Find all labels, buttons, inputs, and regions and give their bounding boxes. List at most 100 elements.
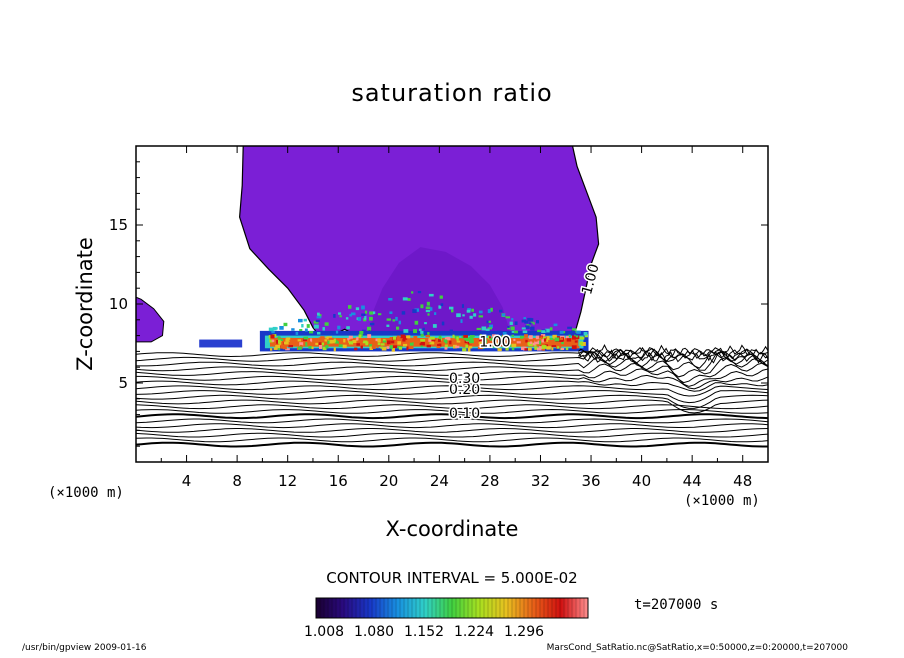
band-speckle bbox=[514, 330, 518, 334]
band-speckle bbox=[359, 331, 364, 335]
band-speckle bbox=[505, 316, 511, 319]
band-speckle bbox=[460, 319, 463, 323]
band-speckle bbox=[572, 328, 577, 331]
band-speckle bbox=[289, 337, 293, 341]
band-speckle bbox=[542, 336, 546, 340]
band-speckle bbox=[281, 342, 284, 345]
band-speckle bbox=[356, 336, 359, 341]
band-speckle bbox=[543, 338, 547, 342]
band-speckle bbox=[288, 345, 294, 348]
x-tick-label: 20 bbox=[379, 472, 398, 490]
band-speckle bbox=[325, 345, 329, 349]
contour-line bbox=[136, 394, 768, 409]
band-speckle bbox=[413, 336, 418, 340]
band-speckle bbox=[347, 337, 351, 341]
band-speckle bbox=[322, 347, 327, 351]
band-speckle bbox=[478, 310, 483, 314]
band-speckle bbox=[549, 327, 553, 331]
band-speckle bbox=[558, 345, 562, 349]
band-speckle bbox=[364, 341, 369, 345]
band-speckle bbox=[566, 335, 569, 339]
x-axis-label: X-coordinate bbox=[386, 517, 519, 541]
band-speckle bbox=[462, 314, 465, 317]
band-speckle bbox=[304, 328, 308, 332]
band-speckle bbox=[528, 335, 533, 340]
band-speckle bbox=[434, 340, 439, 344]
band-speckle bbox=[305, 342, 308, 347]
band-speckle bbox=[525, 339, 528, 343]
band-speckle bbox=[426, 301, 430, 306]
band-speckle bbox=[537, 347, 542, 351]
band-speckle bbox=[357, 317, 361, 321]
band-speckle bbox=[536, 320, 539, 324]
band-speckle bbox=[279, 338, 283, 342]
band-speckle bbox=[461, 335, 465, 339]
band-speckle bbox=[360, 345, 363, 349]
supersaturation-band bbox=[199, 291, 589, 352]
band-speckle bbox=[322, 327, 325, 331]
band-speckle bbox=[431, 339, 436, 342]
y-tick-label: 15 bbox=[109, 216, 128, 234]
band-speckle bbox=[430, 336, 435, 340]
contour-line bbox=[136, 432, 768, 438]
band-speckle bbox=[318, 337, 324, 341]
band-speckle bbox=[553, 323, 558, 327]
band-speckle bbox=[349, 339, 355, 343]
band-speckle bbox=[506, 337, 511, 342]
band-speckle bbox=[468, 346, 473, 349]
band-speckle bbox=[441, 342, 445, 346]
band-speckle bbox=[576, 330, 581, 334]
band-speckle bbox=[376, 345, 379, 348]
band-speckle bbox=[335, 330, 339, 334]
band-speckle bbox=[419, 343, 424, 346]
band-speckle bbox=[373, 340, 377, 345]
band-speckle bbox=[545, 339, 549, 342]
contour-line bbox=[136, 374, 768, 390]
band-speckle bbox=[499, 335, 503, 339]
band-speckle bbox=[301, 324, 304, 328]
band-speckle bbox=[487, 344, 491, 348]
colorbar-tick-label: 1.296 bbox=[504, 624, 544, 640]
band-speckle bbox=[406, 345, 411, 349]
band-speckle bbox=[511, 330, 515, 333]
band-speckle bbox=[521, 319, 527, 323]
band-speckle bbox=[396, 326, 400, 330]
band-speckle bbox=[409, 342, 414, 346]
band-speckle bbox=[501, 313, 505, 317]
band-speckle bbox=[473, 342, 476, 346]
band-speckle bbox=[438, 335, 442, 340]
colorbar-labels: 1.008 1.080 1.152 1.224 1.296 bbox=[304, 624, 544, 640]
band-speckle bbox=[387, 340, 391, 345]
band-speckle bbox=[369, 316, 373, 321]
band-speckle bbox=[308, 346, 312, 349]
band-speckle bbox=[431, 341, 434, 345]
band-speckle bbox=[511, 343, 517, 348]
band-speckle bbox=[444, 347, 448, 350]
band-speckle bbox=[551, 345, 557, 348]
band-speckle bbox=[502, 334, 508, 339]
band-speckle bbox=[445, 339, 448, 344]
band-speckle bbox=[541, 330, 546, 333]
band-speckle bbox=[328, 337, 334, 341]
band-speckle bbox=[489, 345, 494, 348]
x-tick-label: 28 bbox=[480, 472, 499, 490]
band-speckle bbox=[579, 336, 585, 340]
band-speckle bbox=[392, 336, 397, 340]
band-speckle bbox=[524, 348, 528, 351]
band-speckle bbox=[534, 347, 539, 350]
band-speckle bbox=[369, 311, 374, 315]
band-speckle bbox=[436, 346, 441, 349]
band-speckle bbox=[434, 312, 437, 316]
band-speckle bbox=[369, 346, 373, 351]
band-speckle bbox=[369, 344, 373, 347]
y-tick-label: 10 bbox=[109, 295, 128, 313]
band-speckle bbox=[321, 342, 325, 346]
band-speckle bbox=[291, 328, 295, 331]
colorbar-tick-label: 1.080 bbox=[354, 624, 394, 640]
band-speckle bbox=[490, 342, 495, 347]
band-speckle bbox=[364, 315, 367, 320]
contour-line bbox=[136, 368, 768, 387]
band-speckle bbox=[481, 326, 487, 331]
band-speckle bbox=[273, 347, 278, 350]
